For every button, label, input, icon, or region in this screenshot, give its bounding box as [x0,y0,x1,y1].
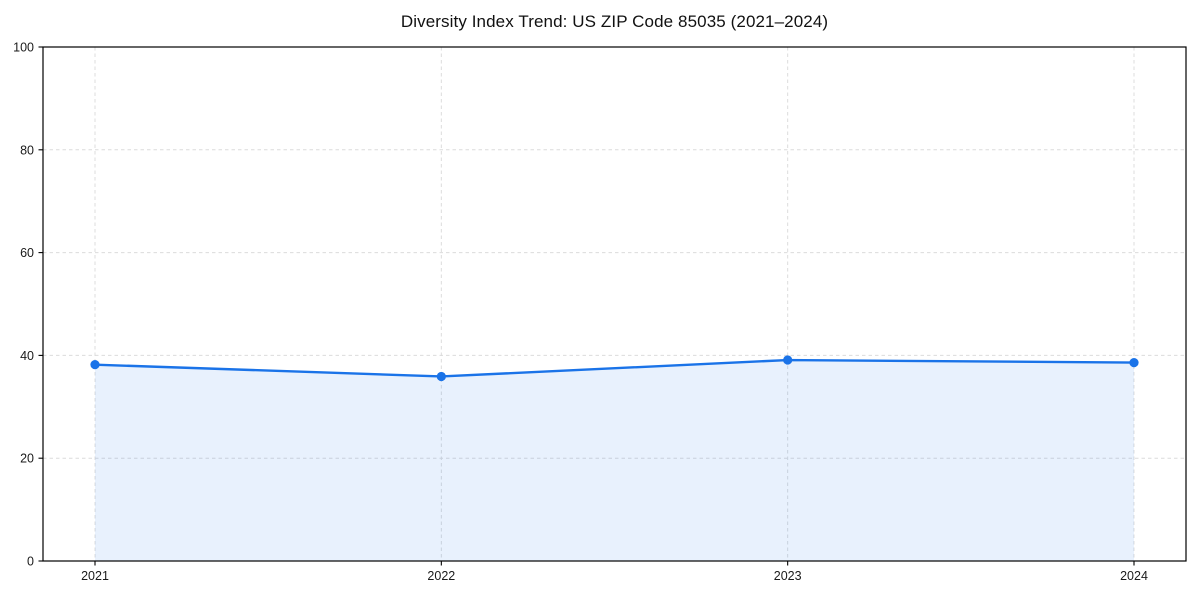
trend-line [93,358,1136,378]
chart-title: Diversity Index Trend: US ZIP Code 85035… [400,12,829,31]
data-point-2023 [783,355,793,365]
data-point-2021 [90,360,100,370]
y-tick-label: 60 [20,246,34,260]
x-tick-label: 2021 [81,569,109,583]
y-tick-label: 20 [20,452,34,466]
y-tick-label: 0 [27,555,34,569]
x-tick-label: 2022 [427,569,455,583]
data-point-2022 [436,371,446,382]
y-tick-label: 40 [20,349,34,363]
plot-border [42,46,1187,562]
x-tick-label: 2024 [1120,569,1148,583]
y-tick-label: 100 [13,41,34,55]
area-fill [95,360,1134,561]
data-point-2024 [1129,357,1139,368]
y-tick-label: 80 [20,143,34,157]
x-tick-label: 2023 [774,569,802,583]
